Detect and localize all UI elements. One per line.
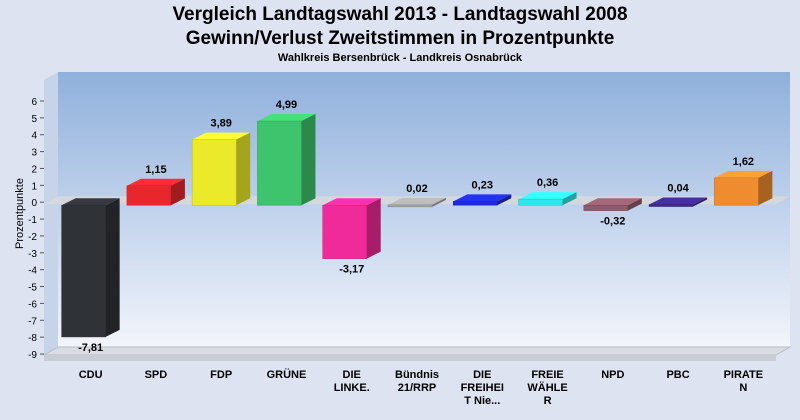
bar-top <box>388 197 446 205</box>
data-label: -3,17 <box>339 264 364 276</box>
x-tick-label: NPD <box>601 369 624 381</box>
bar-side <box>758 170 773 206</box>
y-tick-label: -9 <box>28 350 37 361</box>
data-label: 1,15 <box>145 164 166 176</box>
chart-title: Vergleich Landtagswahl 2013 - Landtagswa… <box>172 4 628 25</box>
bar <box>648 204 694 207</box>
bar-side <box>236 132 251 206</box>
data-label: 0,23 <box>472 179 493 191</box>
plot-floor <box>42 346 792 356</box>
bar-top <box>322 198 381 206</box>
bar-side <box>105 198 120 337</box>
bar-side <box>170 178 185 206</box>
bar-top <box>61 198 120 206</box>
x-tick-label: 21/RRP <box>398 382 437 394</box>
x-tick-label: R <box>544 395 552 407</box>
x-tick-label: LINKE. <box>334 382 370 394</box>
x-tick-label: SPD <box>145 369 168 381</box>
bar-top <box>192 132 251 140</box>
data-label: 1,62 <box>733 156 754 168</box>
bar-side <box>366 198 381 259</box>
bar <box>714 177 759 206</box>
y-tick-label: 5 <box>31 114 37 125</box>
data-label: -7,81 <box>78 342 103 354</box>
plot-floor-edge <box>44 355 776 361</box>
x-tick-label: DIE <box>343 369 361 381</box>
data-label: 0,04 <box>667 183 689 195</box>
y-tick-label: 4 <box>31 131 37 142</box>
bar <box>453 201 498 206</box>
y-tick-label: 3 <box>31 148 37 159</box>
bar-top <box>453 194 512 202</box>
data-label: 4,99 <box>276 99 297 111</box>
bar <box>191 139 237 206</box>
bar-side <box>432 197 446 207</box>
y-tick-label: -4 <box>28 266 37 277</box>
x-tick-label: PBC <box>666 369 689 381</box>
y-tick-label: 2 <box>31 164 37 175</box>
y-tick-label: 0 <box>31 198 37 209</box>
chart-caption: Wahlkreis Bersenbrück - Landkreis Osnabr… <box>277 52 523 64</box>
y-tick-label: -8 <box>28 333 37 344</box>
plot-side-wall <box>44 72 58 355</box>
data-label: 0,02 <box>406 183 427 195</box>
bar-top <box>257 114 316 122</box>
bar-side <box>693 197 708 207</box>
y-tick-label: 6 <box>31 97 37 108</box>
bar-top <box>583 198 642 206</box>
x-tick-label: FREIHEI <box>461 382 504 394</box>
bar-side <box>497 194 512 206</box>
data-label: 3,89 <box>210 118 231 130</box>
x-tick-label: CDU <box>79 369 103 381</box>
x-tick-label: T Nie... <box>464 395 500 407</box>
x-tick-label: PIRATE <box>724 369 764 381</box>
x-tick-label: WÄHLE <box>527 381 567 394</box>
plot-background <box>58 72 790 347</box>
x-tick-label: Bündnis <box>395 369 439 381</box>
x-tick-label: FREIE <box>531 369 563 381</box>
bar <box>126 185 172 206</box>
y-tick-label: -2 <box>28 232 37 243</box>
bar <box>583 204 629 211</box>
bar-side <box>627 198 642 211</box>
bar <box>61 204 106 338</box>
y-tick-label: 1 <box>31 181 37 192</box>
y-tick-label: -5 <box>28 283 37 294</box>
x-tick-label: DIE <box>473 369 491 381</box>
bar-top <box>714 170 773 178</box>
data-label: 0,36 <box>537 177 558 189</box>
bar-side <box>301 114 316 206</box>
bar-top <box>649 197 708 205</box>
y-tick-label: -1 <box>28 215 37 226</box>
bar <box>322 204 367 259</box>
y-axis-label: Prozentpunkte <box>14 178 26 249</box>
bar-top <box>126 178 185 186</box>
y-tick-label: -7 <box>28 316 37 327</box>
bar <box>257 120 302 206</box>
x-tick-label: FDP <box>210 369 232 381</box>
chart-subtitle: Gewinn/Verlust Zweitstimmen in Prozentpu… <box>185 28 615 49</box>
bar-side <box>562 192 577 206</box>
bar-top <box>518 192 577 200</box>
x-tick-label: GRÜNE <box>267 368 307 381</box>
y-tick-label: -6 <box>28 299 37 310</box>
bar <box>387 204 433 208</box>
y-tick-label: -3 <box>28 249 37 260</box>
x-tick-label: N <box>739 382 747 394</box>
bar <box>518 198 563 206</box>
data-label: -0,32 <box>600 216 625 228</box>
